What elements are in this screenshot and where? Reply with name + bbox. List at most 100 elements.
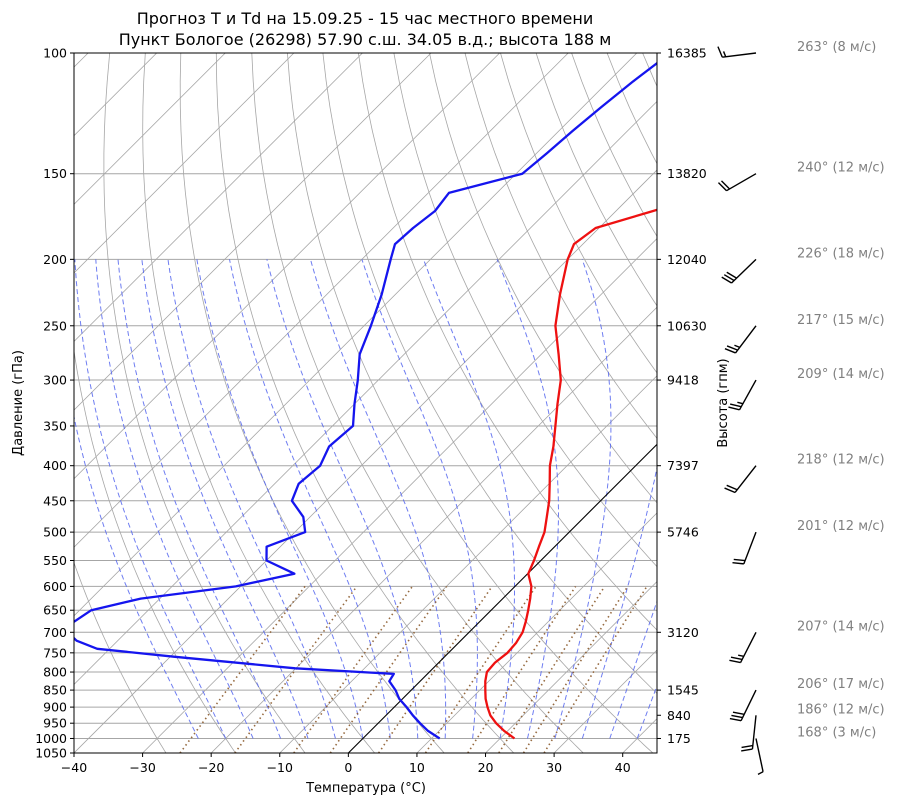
- wind-barb: [732, 531, 757, 565]
- isotherm-line: [279, 375, 657, 753]
- y-axis-title: Давление (гПа): [11, 350, 26, 456]
- dry-adiabat: [429, 53, 657, 504]
- isotherm-line: [142, 238, 657, 753]
- barb-flag: [717, 46, 723, 58]
- x-tick-label: 10: [409, 760, 425, 775]
- dry-adiabat: [358, 53, 657, 631]
- x-tick-label: −10: [267, 760, 293, 775]
- moist-adiabat: [95, 259, 254, 739]
- moist-adiabat: [229, 259, 391, 739]
- moist-adiabat: [361, 259, 478, 739]
- dry-adiabat: [74, 561, 167, 753]
- pressure-tick-label: 400: [43, 458, 67, 473]
- isotherm-line: [485, 580, 657, 753]
- isobar-grid: [74, 53, 657, 753]
- pressure-tick-label: 500: [43, 525, 67, 540]
- x-tick-label: 40: [615, 760, 631, 775]
- dry-adiabat: [215, 53, 515, 753]
- mixing-ratio-line: [377, 585, 493, 753]
- height-tick-label: 840: [667, 708, 691, 723]
- mixing-ratio-line: [498, 585, 606, 753]
- pressure-tick-label: 850: [43, 683, 67, 698]
- pressure-tick-label: 1000: [35, 731, 67, 746]
- barb-flag: [717, 182, 728, 192]
- barb-staff: [739, 631, 757, 663]
- isotherm-line: [74, 53, 500, 480]
- moist-adiabat: [196, 259, 364, 739]
- dry-adiabat: [749, 53, 900, 753]
- pressure-tick-label: 450: [43, 493, 67, 508]
- barb-flag: [741, 748, 753, 752]
- dry-adiabat: [322, 53, 657, 694]
- mixing-ratio-line: [329, 585, 448, 753]
- barb-flag: [726, 345, 738, 351]
- wind-barb: [721, 258, 757, 284]
- wind-barb: [728, 379, 757, 411]
- isotherm-line: [74, 169, 657, 753]
- barb-flag: [732, 711, 745, 716]
- barb-flag: [723, 274, 735, 282]
- pressure-tick-label: 250: [43, 318, 67, 333]
- dry-adiabat: [785, 53, 900, 753]
- barb-flag: [728, 406, 740, 411]
- barb-staff: [755, 738, 764, 772]
- height-tick-label: 1545: [667, 683, 699, 698]
- pressure-tick-label: 200: [43, 252, 67, 267]
- isotherm-line: [416, 512, 657, 753]
- wind-barb: [729, 689, 757, 722]
- pressure-tick-label: 350: [43, 418, 67, 433]
- pressure-tick-label: 750: [43, 645, 67, 660]
- mixing-ratio-line: [179, 585, 306, 753]
- dry-adiabats: [74, 53, 900, 753]
- height-tick-label: 5746: [667, 525, 699, 540]
- chart-title-line-2: Пункт Бологое (26298) 57.90 с.ш. 34.05 в…: [119, 30, 612, 49]
- x-tick-label: −30: [129, 760, 155, 775]
- height-tick-label: 7397: [667, 458, 699, 473]
- moist-adiabat: [74, 414, 199, 739]
- isotherm-line: [74, 53, 638, 617]
- moist-adiabat: [496, 259, 559, 739]
- isotherm-line: [622, 718, 657, 753]
- barb-staff: [726, 173, 757, 192]
- dry-adiabat: [500, 53, 657, 374]
- plot-area: [74, 53, 900, 753]
- dry-adiabat: [678, 53, 900, 753]
- dry-adiabat: [251, 53, 584, 753]
- barb-half-flag: [737, 401, 744, 405]
- barb-flag: [720, 180, 731, 190]
- wind-barb: [717, 46, 757, 58]
- dry-adiabat: [74, 53, 236, 753]
- wind-label: 206° (17 м/с): [797, 677, 885, 692]
- dry-adiabat: [820, 53, 900, 753]
- isotherm-line: [74, 53, 569, 548]
- barb-staff: [734, 325, 757, 354]
- x-axis-title: Температура (°C): [305, 781, 426, 796]
- wind-barb: [724, 325, 757, 354]
- wind-label: 240° (12 м/с): [797, 161, 885, 176]
- barb-staff: [740, 689, 757, 721]
- barb-flag: [733, 558, 746, 562]
- moist-adiabat: [266, 259, 419, 739]
- pressure-axis-ticks: 100 150 200 250 300 350 400 450 500 550 600 650 700 7…: [35, 46, 74, 761]
- wind-barb: [717, 173, 757, 192]
- mixing-ratio-line: [467, 585, 577, 753]
- height-tick-label: 175: [667, 731, 691, 746]
- isotherm-line: [74, 53, 226, 205]
- moist-adiabats: [74, 259, 657, 739]
- isotherm-line: [74, 53, 363, 343]
- height-tick-label: 13820: [667, 166, 707, 181]
- moist-adiabat: [117, 259, 282, 739]
- wind-barb: [724, 465, 757, 494]
- wind-label: 209° (14 м/с): [797, 367, 885, 382]
- wind-barb: [729, 631, 757, 664]
- dry-adiabat: [393, 53, 657, 568]
- height-tick-label: 10630: [667, 318, 707, 333]
- dry-adiabat: [464, 53, 657, 440]
- barb-flag: [741, 744, 753, 749]
- barb-flag: [721, 276, 732, 284]
- isotherm-grid: [74, 53, 657, 753]
- barb-flag: [729, 403, 742, 408]
- moist-adiabat: [636, 684, 657, 739]
- wind-barb: [741, 715, 757, 752]
- pressure-tick-label: 700: [43, 625, 67, 640]
